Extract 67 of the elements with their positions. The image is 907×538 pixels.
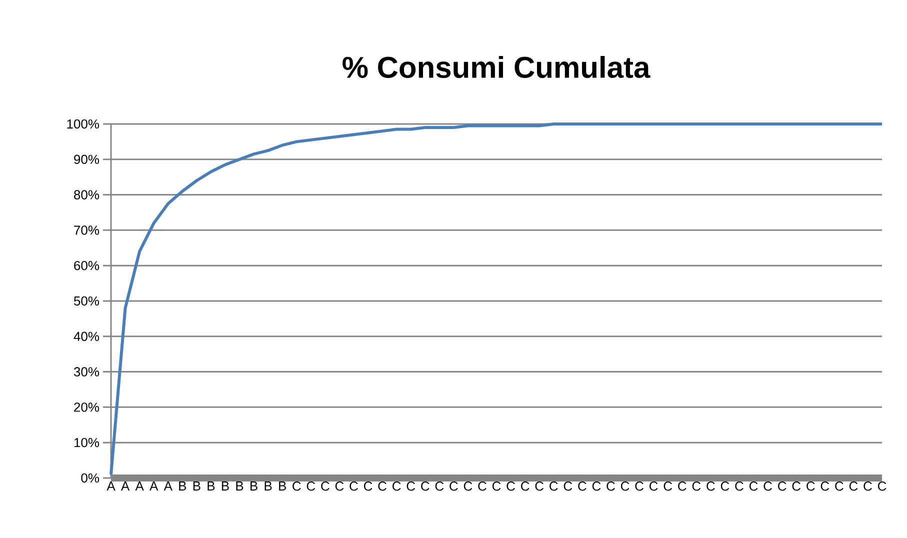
- x-tick-label: C: [706, 482, 715, 491]
- x-tick-label: C: [806, 482, 815, 491]
- x-tick-label: C: [764, 482, 772, 491]
- x-tick-label: C: [450, 482, 458, 491]
- x-tick-label: B: [279, 482, 286, 490]
- y-tick-label: 20%: [74, 402, 100, 412]
- x-tick-label: B: [264, 482, 272, 490]
- y-tick-label: 30%: [74, 367, 100, 376]
- x-tick-label: C: [650, 482, 658, 491]
- y-tick-label: 90%: [74, 154, 100, 164]
- x-tick-label: C: [592, 482, 601, 491]
- x-tick-label: C: [578, 482, 586, 491]
- y-tick-label: 80%: [74, 190, 100, 200]
- x-tick-label: C: [478, 482, 486, 491]
- y-tick-label: 0%: [81, 473, 100, 483]
- x-tick-label: B: [208, 482, 215, 490]
- x-tick-label: B: [236, 482, 244, 490]
- x-tick-label: C: [878, 482, 886, 491]
- x-tick-label: C: [550, 482, 558, 491]
- x-tick-label: C: [749, 482, 758, 491]
- x-tick-label: A: [164, 482, 172, 490]
- chart-title: % Consumi Cumulata: [342, 56, 650, 78]
- y-tick-label: 10%: [74, 438, 100, 448]
- x-tick-label: C: [792, 482, 801, 491]
- x-tick-label: C: [778, 482, 786, 491]
- x-tick-label: C: [335, 482, 344, 491]
- y-tick-label: 100%: [67, 119, 100, 129]
- x-tick-label: C: [620, 482, 630, 491]
- x-tick-label: B: [222, 482, 229, 490]
- x-tick-label: C: [678, 482, 686, 491]
- x-tick-label: C: [820, 482, 830, 491]
- x-tick-label: C: [635, 482, 644, 491]
- x-tick-label: C: [464, 482, 472, 491]
- x-tick-label: C: [835, 482, 844, 491]
- y-tick-label: 40%: [74, 332, 100, 341]
- x-tick-label: C: [735, 482, 744, 491]
- x-tick-label: C: [506, 482, 515, 491]
- x-tick-label: C: [606, 482, 615, 491]
- x-tick-label: C: [364, 482, 372, 491]
- x-tick-label: C: [720, 482, 730, 491]
- x-tick-label: C: [535, 482, 544, 491]
- x-tick-label: B: [193, 482, 200, 490]
- x-tick-label: B: [179, 482, 186, 490]
- x-tick-label: C: [406, 482, 416, 491]
- x-tick-label: C: [864, 482, 872, 491]
- x-tick-label: C: [378, 482, 386, 491]
- x-tick-label: C: [564, 482, 572, 491]
- x-tick-label: A: [150, 482, 158, 490]
- x-tick-label: C: [392, 482, 401, 491]
- x-tick-label: C: [435, 482, 444, 491]
- x-tick-label: C: [492, 482, 501, 491]
- y-tick-label: 50%: [74, 296, 100, 306]
- x-tick-label: C: [306, 482, 316, 491]
- x-tick-label: B: [250, 482, 258, 490]
- y-tick-label: 60%: [74, 260, 100, 270]
- x-tick-label: A: [106, 482, 116, 490]
- x-tick-label: C: [350, 482, 358, 491]
- x-tick-label: C: [321, 482, 330, 491]
- y-tick-label: 70%: [74, 226, 100, 235]
- x-tick-label: C: [421, 482, 430, 491]
- x-tick-label: C: [664, 482, 672, 491]
- x-tick-label: C: [849, 482, 858, 491]
- x-tick-label: C: [692, 482, 701, 491]
- x-tick-label: A: [135, 482, 144, 490]
- x-tick-label: C: [292, 482, 301, 491]
- x-tick-label: C: [521, 482, 530, 491]
- x-tick-label: A: [120, 482, 130, 490]
